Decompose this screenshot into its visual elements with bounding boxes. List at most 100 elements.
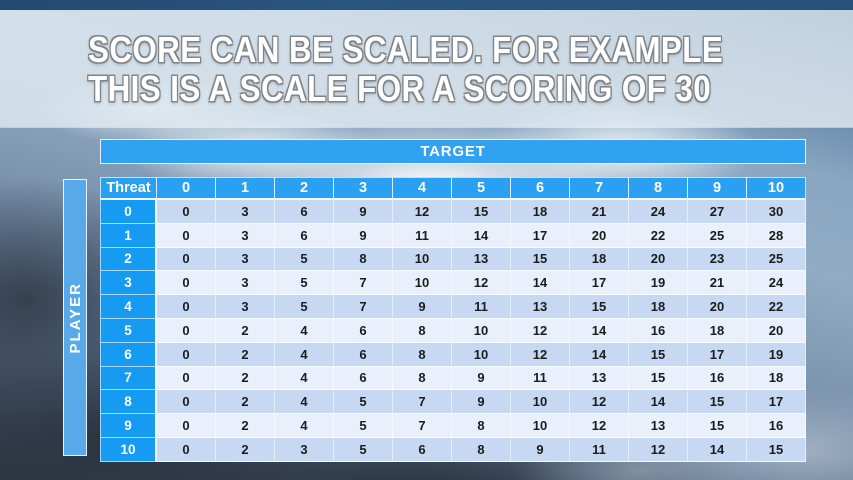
- score-cell-0-5: 15: [452, 200, 511, 224]
- score-cell-10-7: 11: [570, 437, 629, 462]
- score-cell-10-0: 0: [157, 437, 216, 462]
- score-cell-1-1: 3: [216, 223, 275, 248]
- score-cell-8-1: 2: [216, 390, 275, 415]
- score-cell-7-0: 0: [157, 366, 216, 391]
- target-label: TARGET: [420, 143, 486, 160]
- score-cell-2-0: 0: [157, 247, 216, 272]
- score-cell-10-1: 2: [216, 437, 275, 462]
- score-cell-7-8: 15: [629, 366, 688, 391]
- column-header-1: 1: [216, 177, 275, 200]
- score-cell-3-4: 10: [393, 271, 452, 296]
- row-header-threat-5: 5: [100, 318, 157, 343]
- score-cell-4-3: 7: [334, 295, 393, 319]
- score-cell-4-6: 13: [511, 295, 570, 319]
- score-cell-6-0: 0: [157, 342, 216, 367]
- score-cell-8-2: 4: [275, 390, 334, 415]
- score-cell-4-10: 22: [747, 295, 806, 319]
- score-cell-3-2: 5: [275, 271, 334, 296]
- score-cell-6-9: 17: [688, 342, 747, 367]
- score-cell-0-4: 12: [393, 200, 452, 224]
- score-cell-6-8: 15: [629, 342, 688, 367]
- score-cell-4-4: 9: [393, 295, 452, 319]
- score-cell-10-4: 6: [393, 437, 452, 462]
- column-header-3: 3: [334, 177, 393, 200]
- title-band: SCORE CAN BE SCALED. FOR EXAMPLE THIS IS…: [0, 10, 853, 127]
- score-cell-9-6: 10: [511, 414, 570, 438]
- score-cell-7-1: 2: [216, 366, 275, 391]
- score-cell-2-3: 8: [334, 247, 393, 272]
- row-header-threat-3: 3: [100, 271, 157, 296]
- score-cell-6-2: 4: [275, 342, 334, 367]
- column-header-0: 0: [157, 177, 216, 200]
- score-cell-9-2: 4: [275, 414, 334, 438]
- score-cell-5-5: 10: [452, 318, 511, 343]
- score-cell-3-1: 3: [216, 271, 275, 296]
- score-cell-5-0: 0: [157, 318, 216, 343]
- slide-title: SCORE CAN BE SCALED. FOR EXAMPLE THIS IS…: [88, 30, 723, 108]
- score-cell-10-9: 14: [688, 437, 747, 462]
- score-cell-3-0: 0: [157, 271, 216, 296]
- row-header-threat-10: 10: [100, 437, 157, 462]
- score-cell-1-2: 6: [275, 223, 334, 248]
- score-cell-4-1: 3: [216, 295, 275, 319]
- column-header-9: 9: [688, 177, 747, 200]
- score-cell-0-2: 6: [275, 200, 334, 224]
- score-cell-1-9: 25: [688, 223, 747, 248]
- row-header-threat-4: 4: [100, 295, 157, 319]
- score-cell-8-7: 12: [570, 390, 629, 415]
- score-cell-7-2: 4: [275, 366, 334, 391]
- score-cell-5-10: 20: [747, 318, 806, 343]
- score-cell-9-7: 12: [570, 414, 629, 438]
- score-cell-0-1: 3: [216, 200, 275, 224]
- score-cell-0-0: 0: [157, 200, 216, 224]
- target-band: TARGET: [100, 139, 806, 164]
- score-cell-2-2: 5: [275, 247, 334, 272]
- column-header-10: 10: [747, 177, 806, 200]
- score-cell-1-3: 9: [334, 223, 393, 248]
- score-cell-6-3: 6: [334, 342, 393, 367]
- score-cell-8-0: 0: [157, 390, 216, 415]
- score-cell-5-2: 4: [275, 318, 334, 343]
- score-cell-3-8: 19: [629, 271, 688, 296]
- score-cell-7-9: 16: [688, 366, 747, 391]
- row-header-threat-1: 1: [100, 223, 157, 248]
- score-cell-10-2: 3: [275, 437, 334, 462]
- score-cell-5-6: 12: [511, 318, 570, 343]
- score-cell-0-6: 18: [511, 200, 570, 224]
- score-cell-4-5: 11: [452, 295, 511, 319]
- row-header-threat-6: 6: [100, 342, 157, 367]
- score-cell-10-8: 12: [629, 437, 688, 462]
- slide-title-line2: THIS IS A SCALE FOR A SCORING OF 30: [88, 68, 712, 109]
- row-header-threat-8: 8: [100, 390, 157, 415]
- score-cell-9-9: 15: [688, 414, 747, 438]
- score-cell-7-6: 11: [511, 366, 570, 391]
- score-cell-1-8: 22: [629, 223, 688, 248]
- score-cell-7-5: 9: [452, 366, 511, 391]
- player-label: PLAYER: [66, 281, 84, 354]
- corner-header-threat: Threat: [100, 177, 157, 200]
- score-cell-4-9: 20: [688, 295, 747, 319]
- score-cell-7-7: 13: [570, 366, 629, 391]
- score-cell-5-1: 2: [216, 318, 275, 343]
- score-cell-7-10: 18: [747, 366, 806, 391]
- score-cell-9-1: 2: [216, 414, 275, 438]
- row-header-threat-7: 7: [100, 366, 157, 391]
- score-cell-6-5: 10: [452, 342, 511, 367]
- score-cell-8-9: 15: [688, 390, 747, 415]
- score-cell-0-8: 24: [629, 200, 688, 224]
- score-table: Threat 0 1 2 3 4 5 6 7 8 9 10 0 0 3 6 9 12 15 18 21 24 27 30 1 0 3…: [100, 177, 806, 462]
- score-cell-8-4: 7: [393, 390, 452, 415]
- score-cell-9-10: 16: [747, 414, 806, 438]
- score-cell-2-9: 23: [688, 247, 747, 272]
- column-header-4: 4: [393, 177, 452, 200]
- score-cell-5-4: 8: [393, 318, 452, 343]
- score-cell-3-6: 14: [511, 271, 570, 296]
- score-cell-6-4: 8: [393, 342, 452, 367]
- score-cell-3-10: 24: [747, 271, 806, 296]
- score-cell-4-7: 15: [570, 295, 629, 319]
- score-cell-0-7: 21: [570, 200, 629, 224]
- score-cell-2-5: 13: [452, 247, 511, 272]
- score-cell-0-3: 9: [334, 200, 393, 224]
- score-cell-1-4: 11: [393, 223, 452, 248]
- score-cell-3-5: 12: [452, 271, 511, 296]
